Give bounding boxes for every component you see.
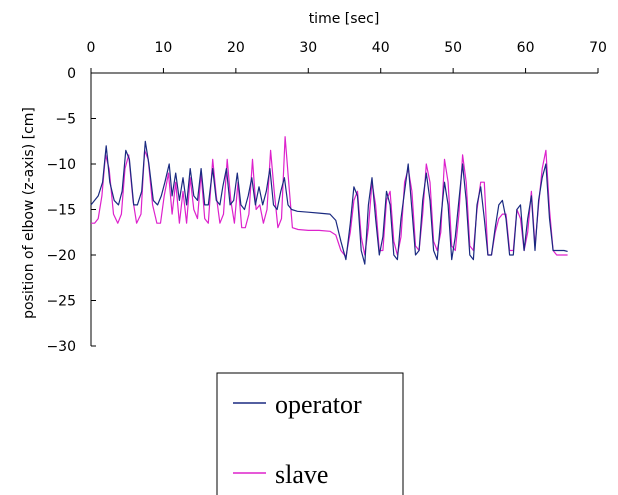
- legend: operator slave: [216, 372, 404, 495]
- x-axis: 0 10 20 30 40 50 60 70: [87, 40, 607, 73]
- plot-area: [90, 72, 598, 346]
- x-tick-label: 70: [589, 40, 607, 56]
- legend-label-operator: operator: [275, 390, 362, 419]
- legend-label-slave: slave: [275, 460, 328, 489]
- series-line-slave: [91, 136, 568, 258]
- y-axis-title: position of elbow (z-axis) [cm]: [21, 107, 37, 319]
- y-tick-label: −30: [46, 339, 76, 355]
- x-axis-title: time [sec]: [309, 11, 380, 27]
- x-tick-label: 20: [227, 40, 245, 56]
- x-tick-label: 60: [517, 40, 535, 56]
- x-tick-label: 10: [155, 40, 173, 56]
- x-tick-label: 50: [444, 40, 462, 56]
- legend-box: [216, 372, 404, 495]
- x-tick-label: 40: [372, 40, 390, 56]
- y-tick-label: −5: [55, 112, 76, 128]
- y-tick-label: 0: [67, 66, 76, 82]
- x-tick-label: 0: [87, 40, 96, 56]
- y-tick-label: −20: [46, 248, 76, 264]
- series-line-operator: [90, 140, 568, 265]
- y-tick-label: −15: [46, 203, 76, 219]
- y-tick-label: −25: [46, 294, 76, 310]
- y-axis: 0 −5 −10 −15 −20 −25 −30: [46, 66, 96, 355]
- y-tick-label: −10: [46, 157, 76, 173]
- series-layer: [90, 136, 568, 265]
- x-tick-label: 30: [299, 40, 317, 56]
